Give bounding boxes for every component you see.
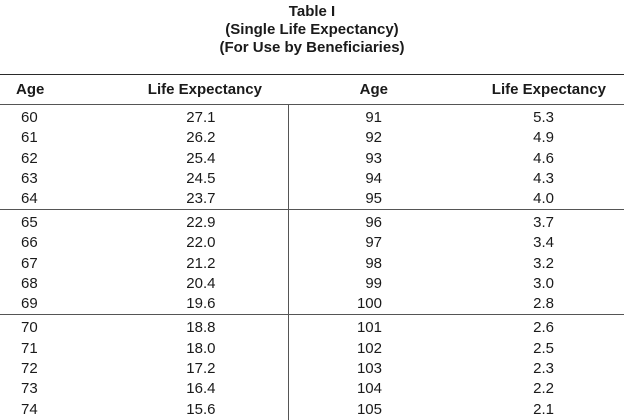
table-row: 67 21.2 98 3.2 xyxy=(0,253,624,274)
age-cell: 103 xyxy=(356,359,382,377)
table-row: 66 22.0 97 3.4 xyxy=(0,233,624,254)
table-row: 73 16.4 104 2.2 xyxy=(0,379,624,400)
table-group-3: 70 18.8 101 2.6 71 18.0 102 2.5 72 17.2 103 2.3 73 16… xyxy=(0,314,624,420)
life-expectancy-cell: 22.9 xyxy=(95,209,289,234)
life-expectancy-cell: 2.3 xyxy=(533,359,554,377)
table-row: 61 26.2 92 4.9 xyxy=(0,128,624,149)
table-title-block: Table I (Single Life Expectancy) (For Us… xyxy=(0,0,624,57)
age-cell: 92 xyxy=(365,129,382,147)
table-row: 62 25.4 93 4.6 xyxy=(0,148,624,169)
header-age-left: Age xyxy=(0,74,95,105)
table-row: 60 27.1 91 5.3 xyxy=(0,104,624,128)
life-expectancy-cell: 2.1 xyxy=(533,400,554,418)
age-cell: 72 xyxy=(21,359,38,377)
age-cell: 98 xyxy=(365,254,382,272)
life-expectancy-cell: 15.6 xyxy=(95,399,289,420)
age-cell: 69 xyxy=(21,295,38,313)
age-cell: 62 xyxy=(21,149,38,167)
age-cell: 65 xyxy=(0,209,95,234)
table-row: 74 15.6 105 2.1 xyxy=(0,399,624,420)
age-cell: 105 xyxy=(356,400,382,418)
header-life-expectancy-right: Life Expectancy xyxy=(438,74,624,105)
table-row: 64 23.7 95 4.0 xyxy=(0,189,624,210)
life-expectancy-cell: 25.4 xyxy=(95,148,289,169)
age-cell: 100 xyxy=(356,295,382,313)
life-expectancy-cell: 2.2 xyxy=(533,380,554,398)
table-row: 71 18.0 102 2.5 xyxy=(0,338,624,359)
life-expectancy-cell: 21.2 xyxy=(95,253,289,274)
age-cell: 96 xyxy=(288,209,438,234)
age-cell: 95 xyxy=(365,190,382,208)
header-life-expectancy-left: Life Expectancy xyxy=(95,74,288,105)
life-expectancy-cell: 4.9 xyxy=(533,129,554,147)
table-subtitle: (Single Life Expectancy) xyxy=(225,21,399,38)
life-expectancy-cell: 18.8 xyxy=(95,314,289,339)
life-expectancy-cell: 27.1 xyxy=(95,104,289,128)
life-expectancy-cell: 19.6 xyxy=(95,294,289,315)
table-row: 72 17.2 103 2.3 xyxy=(0,358,624,380)
life-expectancy-cell: 4.0 xyxy=(533,190,554,208)
life-expectancy-cell: 3.2 xyxy=(533,254,554,272)
age-cell: 99 xyxy=(365,275,382,293)
age-cell: 70 xyxy=(0,314,95,339)
table-row: 70 18.8 101 2.6 xyxy=(0,314,624,339)
life-expectancy-cell: 22.0 xyxy=(95,233,289,254)
age-cell: 60 xyxy=(21,109,38,126)
life-expectancy-cell: 18.0 xyxy=(95,338,289,359)
life-expectancy-cell: 2.5 xyxy=(533,339,554,357)
age-cell: 71 xyxy=(21,339,38,357)
life-expectancy-cell: 26.2 xyxy=(95,128,289,149)
life-expectancy-cell: 5.3 xyxy=(533,109,554,126)
age-cell: 66 xyxy=(21,234,38,252)
life-expectancy-cell: 3.7 xyxy=(438,209,624,234)
life-expectancy-cell: 2.6 xyxy=(438,314,624,339)
age-cell: 63 xyxy=(21,169,38,187)
life-expectancy-cell: 3.0 xyxy=(533,275,554,293)
age-cell: 67 xyxy=(21,254,38,272)
age-cell: 104 xyxy=(356,380,382,398)
life-expectancy-table: Age Life Expectancy Age Life Expectancy … xyxy=(0,74,624,420)
header-row: Age Life Expectancy Age Life Expectancy xyxy=(0,74,624,105)
age-cell: 91 xyxy=(365,109,382,126)
table-group-2: 65 22.9 96 3.7 66 22.0 97 3.4 67 21.2 98 3.2 68 20.4 9… xyxy=(0,209,624,315)
life-expectancy-cell: 4.6 xyxy=(533,149,554,167)
table-row: 69 19.6 100 2.8 xyxy=(0,294,624,315)
life-expectancy-cell: 3.4 xyxy=(533,234,554,252)
table-header: Age Life Expectancy Age Life Expectancy xyxy=(0,74,624,105)
table-row: 63 24.5 94 4.3 xyxy=(0,168,624,190)
age-cell: 94 xyxy=(365,169,382,187)
age-cell: 73 xyxy=(21,380,38,398)
life-expectancy-cell: 4.3 xyxy=(533,169,554,187)
age-cell: 97 xyxy=(365,234,382,252)
life-expectancy-cell: 17.2 xyxy=(95,358,289,380)
table-title: Table I xyxy=(288,3,336,20)
life-expectancy-cell: 16.4 xyxy=(95,379,289,400)
table-row: 68 20.4 99 3.0 xyxy=(0,273,624,295)
table-row: 65 22.9 96 3.7 xyxy=(0,209,624,234)
table-subtitle-usage: (For Use by Beneficiaries) xyxy=(219,39,405,56)
age-cell: 74 xyxy=(21,400,38,418)
life-expectancy-cell: 20.4 xyxy=(95,273,289,295)
age-cell: 68 xyxy=(21,275,38,293)
life-expectancy-cell: 2.8 xyxy=(533,295,554,313)
life-expectancy-cell: 23.7 xyxy=(95,189,289,210)
age-cell: 64 xyxy=(21,190,38,208)
age-cell: 61 xyxy=(21,129,38,147)
header-age-right: Age xyxy=(288,74,438,105)
age-cell: 101 xyxy=(288,314,438,339)
age-cell: 93 xyxy=(365,149,382,167)
age-cell: 102 xyxy=(356,339,382,357)
life-expectancy-cell: 24.5 xyxy=(95,168,289,190)
table-group-1: 60 27.1 91 5.3 61 26.2 92 4.9 62 25.4 93 4.6 63 24.5 9… xyxy=(0,104,624,210)
